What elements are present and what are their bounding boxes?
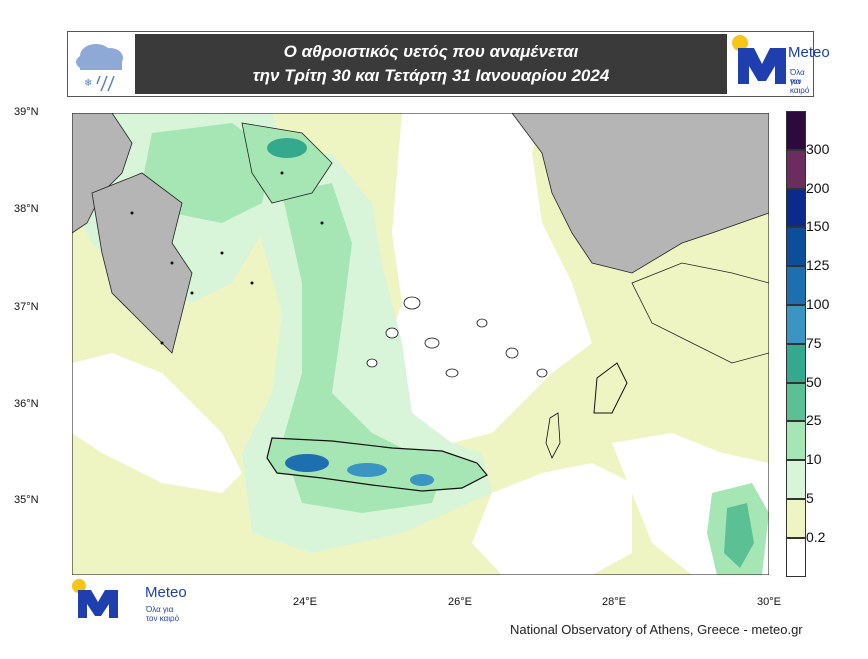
colorbar-segment	[786, 460, 806, 499]
colorbar-label: 300	[806, 140, 830, 157]
lat-label-39n: 39°N	[14, 106, 39, 118]
lon-label-30e: 30°E	[757, 596, 781, 608]
lat-label-36n: 36°N	[14, 398, 39, 410]
footer-logo-tagline-1: Όλα για	[146, 605, 174, 614]
rhodes-island	[593, 362, 628, 414]
colorbar-label: 0.2	[806, 528, 826, 545]
colorbar-segment	[786, 421, 806, 461]
meteo-logo: Meteo Όλα για τον καιρό	[730, 34, 830, 95]
colorbar-label: 100	[806, 296, 830, 312]
footer-meteo-m-icon	[72, 579, 118, 618]
crete-heavy-rain-west	[285, 454, 329, 472]
heavy-rain-central-greece	[267, 138, 307, 158]
map-header: ❄ Ο αθροιστικός υετός που αναμένεται την…	[67, 31, 830, 97]
colorbar-segment	[786, 499, 806, 538]
colorbar-segment	[786, 227, 806, 267]
crete-heavy-rain-east	[410, 474, 434, 486]
meteo-m-icon	[732, 35, 786, 84]
lat-label-38n: 38°N	[14, 203, 39, 215]
title-line-1: Ο αθροιστικός υετός που αναμένεται	[283, 42, 579, 61]
footer-logo-tagline-2: τον καιρό	[146, 614, 180, 623]
colorbar-label: 5	[806, 490, 814, 506]
colorbar-label: 150	[806, 218, 830, 235]
colorbar-segment	[786, 266, 806, 305]
logo-tagline-2: τον καιρό	[790, 77, 810, 95]
low-precip-area-west	[72, 353, 242, 493]
land-west-coast	[72, 113, 133, 234]
colorbar-segment	[786, 537, 806, 577]
land-turkey	[511, 113, 769, 274]
colorbar-segment	[786, 149, 806, 189]
lon-label-28e: 28°E	[602, 596, 626, 608]
colorbar-segment	[786, 343, 806, 383]
karpathos-island	[545, 412, 561, 459]
footer-logo-name: Meteo	[145, 584, 187, 601]
lat-label-37n: 37°N	[14, 301, 39, 313]
colorbar-segment	[786, 111, 806, 150]
footer-meteo-logo: Meteo Όλα για τον καιρό	[70, 578, 210, 623]
land-peloponnese	[91, 172, 193, 354]
page-title: Ο αθροιστικός υετός που αναμένεται την Τ…	[135, 34, 727, 94]
colorbar-label: 50	[806, 373, 822, 390]
land-central-greece	[241, 122, 333, 204]
logo-tagline-1: Όλα για	[790, 68, 805, 86]
city-dots	[130, 171, 324, 345]
colorbar-label: 25	[806, 412, 822, 429]
credit-text: National Observatory of Athens, Greece -…	[510, 622, 803, 637]
rain-cloud-icon: ❄	[70, 34, 132, 94]
lon-label-24e: 24°E	[293, 596, 317, 608]
colorbar-label: 75	[806, 334, 822, 351]
colorbar-segment	[786, 305, 806, 344]
svg-text:❄: ❄	[84, 78, 92, 89]
colorbar-label: 200	[806, 179, 830, 196]
cyclades-islands	[366, 296, 548, 378]
lat-label-35n: 35°N	[14, 494, 39, 506]
crete-heavy-rain-center	[347, 463, 387, 477]
precip-band-east-core	[724, 503, 754, 568]
lon-label-26e: 26°E	[448, 596, 472, 608]
title-line-2: την Τρίτη 30 και Τετάρτη 31 Ιανουαρίου 2…	[252, 66, 610, 85]
colorbar-segment	[786, 188, 806, 228]
colorbar-label: 125	[806, 257, 830, 274]
logo-name: Meteo	[788, 44, 830, 61]
low-precip-area-southeast	[472, 463, 632, 575]
precipitation-map	[72, 113, 769, 575]
colorbar-label: 10	[806, 451, 822, 468]
low-precip-area-aegean	[382, 113, 592, 443]
precip-band-10-25	[282, 183, 442, 513]
colorbar-segment	[786, 382, 806, 422]
land-anatolia-coast	[631, 262, 769, 364]
